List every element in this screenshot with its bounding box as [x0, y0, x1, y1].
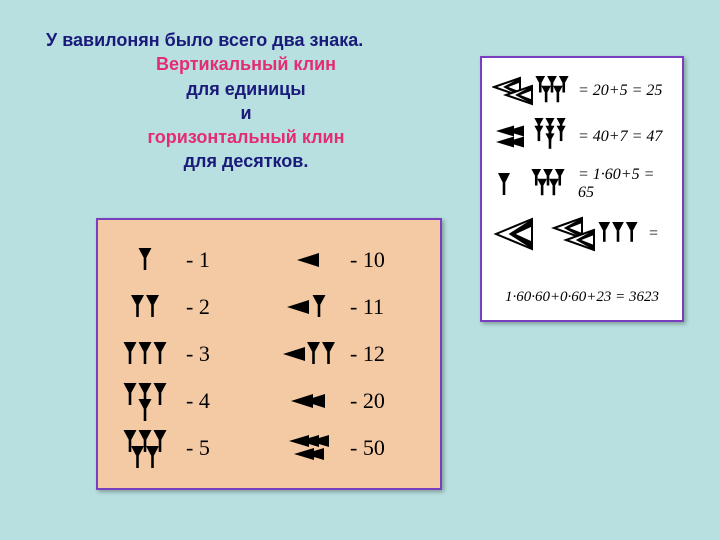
- example-row: = 1·60+5 = 65: [492, 166, 672, 202]
- heading-line-3: для единицы: [46, 77, 446, 101]
- slide: У вавилонян было всего два знака. Вертик…: [0, 0, 720, 540]
- cuneiform-icon: [276, 385, 342, 417]
- legend-row: - 1: [112, 238, 262, 282]
- legend-label: - 50: [342, 435, 385, 461]
- legend-row: - 2: [112, 285, 262, 329]
- cuneiform-icon: [276, 428, 342, 468]
- cuneiform-icon: [492, 118, 572, 156]
- example-row: = 20+5 = 25: [492, 74, 672, 108]
- heading-line-1: У вавилонян было всего два знака.: [46, 28, 446, 52]
- legend-row: - 5: [112, 426, 262, 470]
- cuneiform-icon: [276, 244, 342, 276]
- cuneiform-icon: [112, 244, 178, 276]
- legend-row: - 3: [112, 332, 262, 376]
- heading-line-5: горизонтальный клин: [46, 125, 446, 149]
- example-expr: = 40+7 = 47: [578, 128, 662, 146]
- examples-panel: = 20+5 = 25 = 40+7 = 47 = 1·60+5 = 65 = …: [480, 56, 684, 322]
- example-row: =: [492, 214, 672, 254]
- heading-line-4: и: [46, 101, 446, 125]
- legend-label: - 2: [178, 294, 210, 320]
- legend-col-units: - 1 - 2 - 3 - 4 - 5: [112, 238, 262, 470]
- legend-row: - 12: [276, 332, 426, 376]
- legend-row: - 11: [276, 285, 426, 329]
- example-bottom-expr: 1·60·60+0·60+23 = 3623: [482, 289, 682, 306]
- cuneiform-icon: [112, 381, 178, 421]
- heading-block: У вавилонян было всего два знака. Вертик…: [46, 28, 446, 174]
- cuneiform-icon: [492, 74, 572, 108]
- legend-row: - 50: [276, 426, 426, 470]
- legend-label: - 11: [342, 294, 384, 320]
- legend-label: - 12: [342, 341, 385, 367]
- cuneiform-icon: [276, 291, 342, 323]
- example-expr: = 1·60+5 = 65: [578, 166, 672, 202]
- legend-row: - 4: [112, 379, 262, 423]
- cuneiform-icon: [112, 291, 178, 323]
- cuneiform-icon: [112, 428, 178, 468]
- heading-line-2: Вертикальный клин: [46, 52, 446, 76]
- legend-row: - 20: [276, 379, 426, 423]
- cuneiform-icon: [276, 338, 342, 370]
- legend-label: - 1: [178, 247, 210, 273]
- legend-col-tens: - 10 - 11 - 12 - 20 - 50: [276, 238, 426, 470]
- legend-label: - 3: [178, 341, 210, 367]
- cuneiform-icon: [492, 214, 642, 254]
- example-row: = 40+7 = 47: [492, 118, 672, 156]
- legend-label: - 4: [178, 388, 210, 414]
- example-expr: =: [648, 225, 659, 243]
- example-expr: = 20+5 = 25: [578, 82, 662, 100]
- cuneiform-icon: [112, 338, 178, 370]
- heading-line-6: для десятков.: [46, 149, 446, 173]
- legend-label: - 10: [342, 247, 385, 273]
- legend-row: - 10: [276, 238, 426, 282]
- legend-label: - 20: [342, 388, 385, 414]
- cuneiform-icon: [492, 167, 572, 201]
- legend-panel: - 1 - 2 - 3 - 4 - 5 - 10: [96, 218, 442, 490]
- legend-label: - 5: [178, 435, 210, 461]
